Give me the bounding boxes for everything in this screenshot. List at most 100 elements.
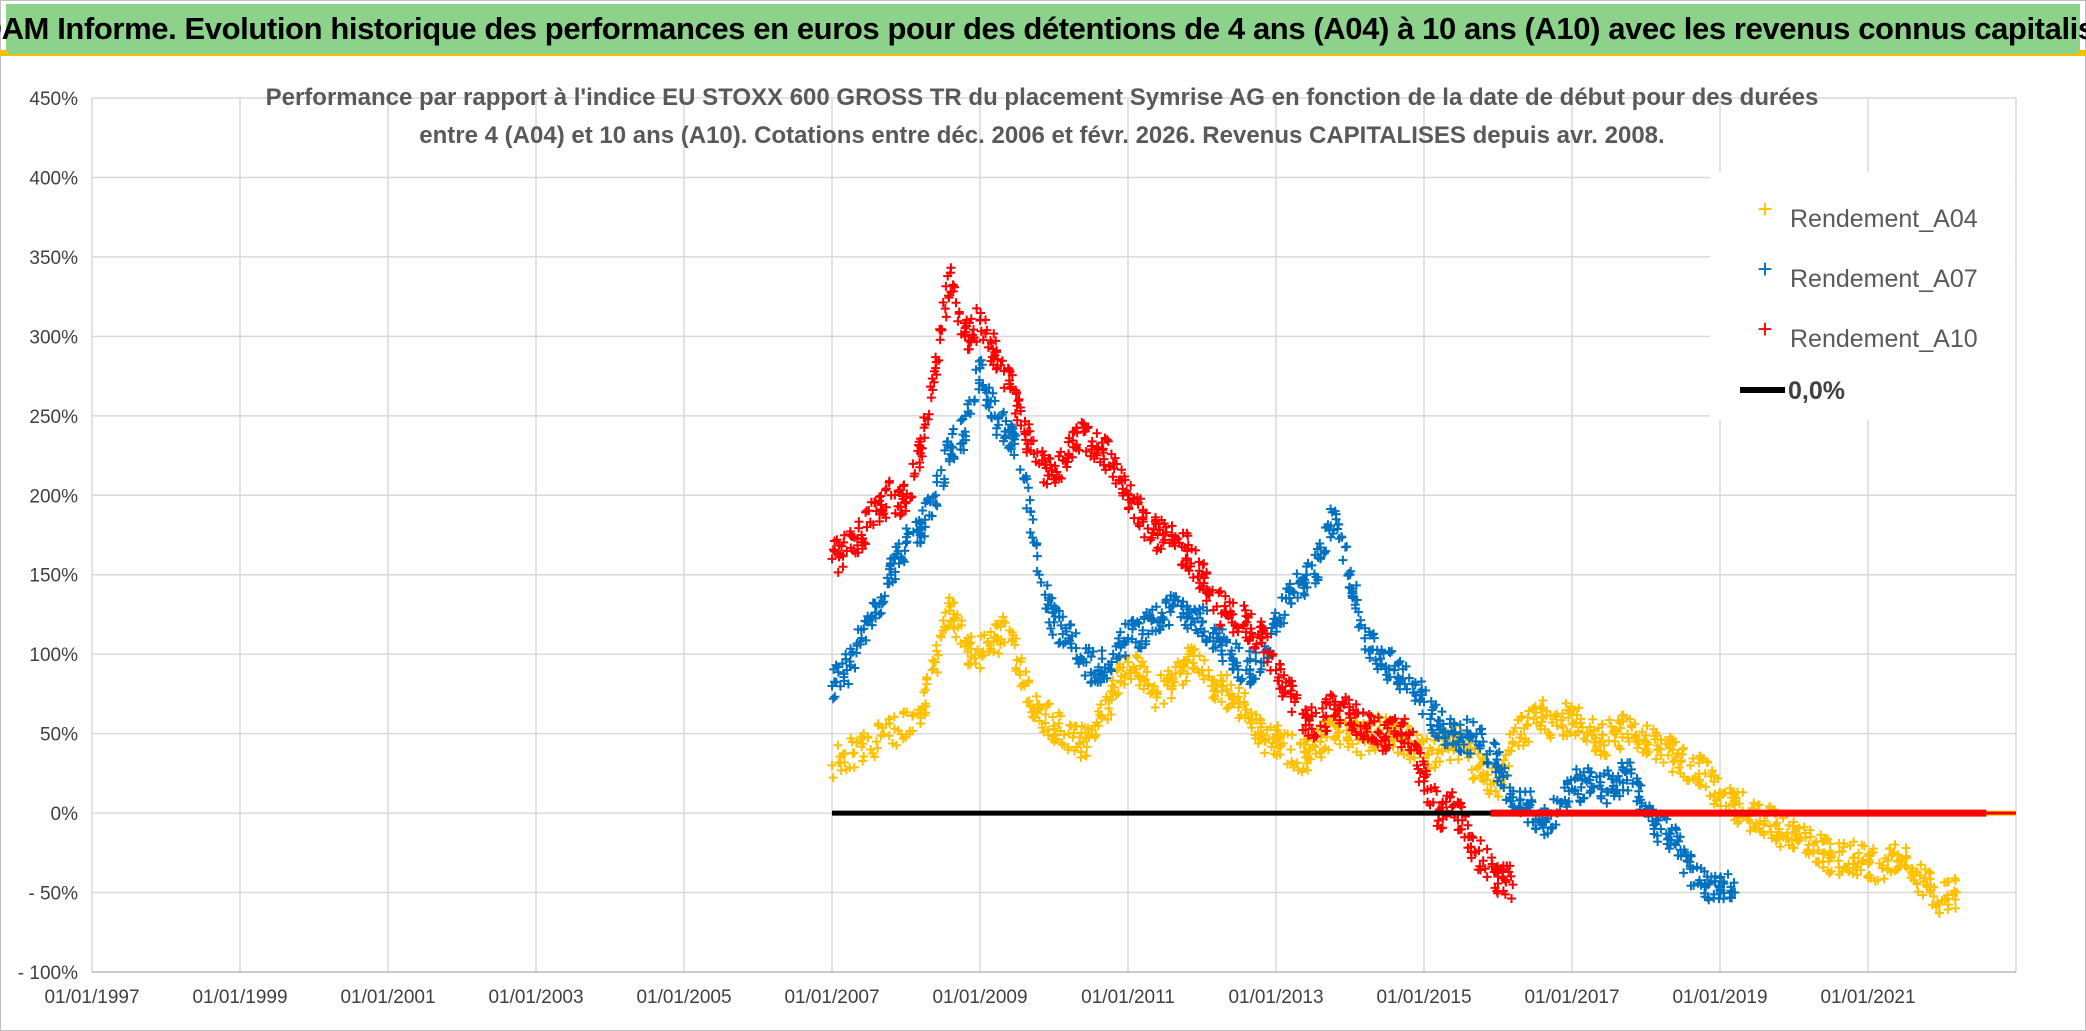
marker-rendement-a04 [1260, 748, 1270, 758]
marker-rendement-a10 [1020, 416, 1030, 426]
marker-rendement-a10 [1216, 586, 1226, 596]
marker-rendement-a04 [1569, 718, 1579, 728]
marker-rendement-a04 [1287, 730, 1297, 740]
marker-rendement-a04 [1145, 689, 1155, 699]
marker-rendement-a10 [927, 374, 937, 384]
marker-rendement-a10 [1433, 816, 1443, 826]
marker-rendement-a07 [1202, 637, 1212, 647]
marker-rendement-a04 [1745, 826, 1755, 836]
marker-rendement-a04 [1617, 732, 1627, 742]
marker-rendement-a04 [1883, 865, 1893, 875]
marker-rendement-a07 [918, 506, 928, 516]
marker-rendement-a07 [1625, 758, 1635, 768]
marker-rendement-a07 [1099, 674, 1109, 684]
marker-rendement-a04 [1032, 691, 1041, 701]
marker-rendement-a04 [1693, 775, 1703, 785]
marker-rendement-a10 [1133, 499, 1143, 509]
series-rendement-a04 [827, 593, 1962, 918]
marker-rendement-a10 [1322, 726, 1332, 736]
marker-rendement-a10 [1054, 451, 1064, 461]
marker-rendement-a10 [1005, 367, 1015, 377]
marker-rendement-a04 [969, 653, 979, 663]
marker-rendement-a10 [1201, 567, 1211, 577]
marker-rendement-a10 [1480, 864, 1490, 874]
marker-rendement-a07 [1302, 582, 1312, 592]
marker-rendement-a04 [1114, 664, 1124, 674]
marker-rendement-a04 [1678, 743, 1688, 753]
marker-rendement-a07 [1198, 602, 1208, 612]
marker-rendement-a10 [1352, 730, 1362, 740]
marker-rendement-a04 [1255, 714, 1265, 724]
marker-rendement-a10 [1193, 572, 1203, 582]
marker-rendement-a07 [1315, 542, 1325, 552]
marker-rendement-a07 [931, 499, 941, 509]
marker-rendement-a04 [961, 636, 971, 646]
marker-rendement-a07 [993, 412, 1003, 422]
marker-rendement-a07 [1106, 666, 1116, 676]
marker-rendement-a04 [1540, 724, 1550, 734]
marker-rendement-a10 [1052, 467, 1062, 477]
marker-rendement-a07 [1342, 542, 1352, 552]
marker-rendement-a10 [899, 480, 909, 490]
marker-rendement-a04 [1343, 736, 1353, 746]
marker-rendement-a04 [1627, 720, 1637, 730]
marker-rendement-a07 [1395, 684, 1405, 694]
marker-rendement-a07 [984, 383, 994, 393]
marker-rendement-a04 [1688, 753, 1698, 763]
marker-rendement-a04 [1518, 740, 1528, 750]
marker-rendement-a10 [935, 335, 945, 345]
marker-rendement-a07 [1557, 798, 1567, 808]
marker-rendement-a10 [1442, 791, 1452, 801]
marker-rendement-a10 [1216, 620, 1225, 630]
marker-rendement-a07 [1539, 830, 1549, 840]
marker-rendement-a07 [1058, 629, 1068, 639]
marker-rendement-a07 [1134, 618, 1144, 628]
marker-rendement-a04 [1054, 718, 1064, 728]
marker-rendement-a07 [1494, 747, 1504, 757]
marker-rendement-a04 [1393, 748, 1403, 758]
marker-rendement-a04 [1642, 737, 1652, 747]
marker-rendement-a07 [1354, 622, 1364, 632]
marker-rendement-a04 [1217, 697, 1227, 707]
marker-rendement-a04 [1668, 757, 1678, 767]
marker-rendement-a10 [890, 490, 900, 500]
marker-rendement-a04 [873, 743, 883, 753]
marker-rendement-a04 [1764, 801, 1774, 811]
marker-rendement-a07 [867, 620, 877, 630]
marker-rendement-a07 [1715, 888, 1725, 898]
marker-rendement-a10 [1092, 428, 1102, 438]
marker-rendement-a04 [1545, 730, 1555, 740]
marker-rendement-a07 [1001, 431, 1011, 441]
marker-rendement-a04 [1587, 731, 1597, 741]
marker-rendement-a04 [1934, 899, 1944, 909]
marker-rendement-a04 [1199, 655, 1209, 665]
marker-rendement-a07 [1390, 661, 1400, 671]
marker-rendement-a04 [1095, 710, 1105, 720]
marker-rendement-a07 [1097, 646, 1107, 656]
marker-rendement-a04 [1614, 741, 1624, 751]
marker-rendement-a07 [1086, 668, 1096, 678]
marker-rendement-a04 [1834, 870, 1844, 880]
marker-rendement-a10 [1087, 444, 1097, 454]
marker-rendement-a04 [1582, 736, 1592, 746]
marker-rendement-a07 [1162, 594, 1172, 604]
marker-rendement-a07 [1466, 730, 1476, 740]
marker-rendement-a04 [1150, 702, 1160, 712]
marker-rendement-a07 [1081, 657, 1091, 667]
marker-rendement-a07 [1245, 646, 1255, 656]
marker-rendement-a10 [1056, 447, 1066, 457]
marker-rendement-a10 [1138, 507, 1148, 517]
marker-rendement-a10 [961, 327, 971, 337]
marker-rendement-a04 [1210, 694, 1220, 704]
marker-rendement-a07 [960, 431, 970, 441]
marker-rendement-a10 [1022, 444, 1032, 454]
marker-rendement-a10 [909, 471, 919, 481]
marker-rendement-a07 [1256, 664, 1266, 674]
marker-rendement-a07 [1465, 749, 1475, 759]
marker-rendement-a04 [1247, 723, 1257, 733]
marker-rendement-a10 [926, 393, 936, 403]
marker-rendement-a04 [1082, 742, 1092, 752]
marker-rendement-a07 [1025, 495, 1035, 505]
marker-rendement-a04 [1241, 705, 1251, 715]
marker-rendement-a07 [1338, 555, 1348, 565]
